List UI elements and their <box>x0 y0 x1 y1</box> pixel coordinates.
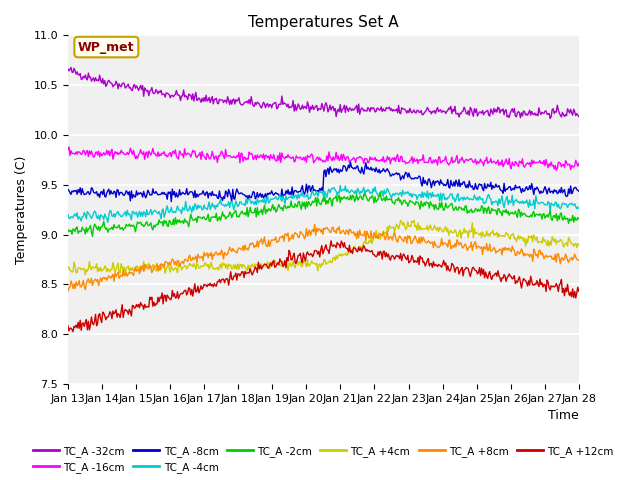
Text: WP_met: WP_met <box>78 41 134 54</box>
X-axis label: Time: Time <box>548 409 579 422</box>
Title: Temperatures Set A: Temperatures Set A <box>248 15 399 30</box>
Legend: TC_A -32cm, TC_A -16cm, TC_A -8cm, TC_A -4cm, TC_A -2cm, TC_A +4cm, TC_A +8cm, T: TC_A -32cm, TC_A -16cm, TC_A -8cm, TC_A … <box>29 442 618 477</box>
Y-axis label: Temperatures (C): Temperatures (C) <box>15 156 28 264</box>
